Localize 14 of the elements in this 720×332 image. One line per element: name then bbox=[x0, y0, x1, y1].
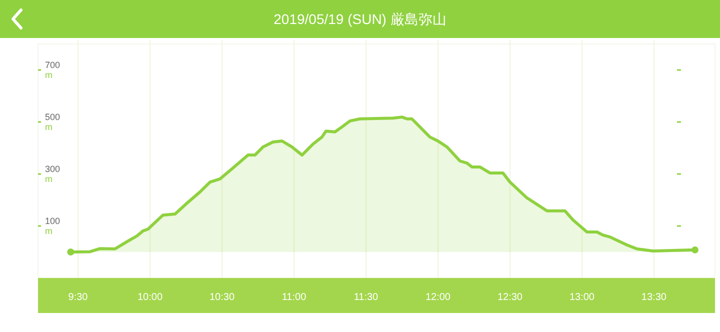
x-tick-label: 10:00 bbox=[138, 292, 163, 303]
y-tick-label: 100 m bbox=[45, 216, 60, 236]
x-tick-label: 13:00 bbox=[569, 292, 595, 303]
y-tick-label: 300 m bbox=[45, 164, 60, 184]
x-tick-label: 13:30 bbox=[641, 292, 667, 303]
x-tick-label: 10:30 bbox=[209, 292, 235, 303]
x-tick-label: 12:00 bbox=[425, 292, 451, 303]
x-tick-label: 11:00 bbox=[282, 292, 307, 303]
chart-title: 2019/05/19 (SUN) 厳島弥山 bbox=[274, 11, 446, 27]
x-tick-label: 11:30 bbox=[354, 292, 379, 303]
y-tick-label: 500 m bbox=[45, 112, 60, 132]
x-tick-label: 9:30 bbox=[68, 292, 88, 303]
y-tick-label: 700 m bbox=[45, 60, 60, 80]
x-tick-label: 12:30 bbox=[497, 292, 523, 303]
